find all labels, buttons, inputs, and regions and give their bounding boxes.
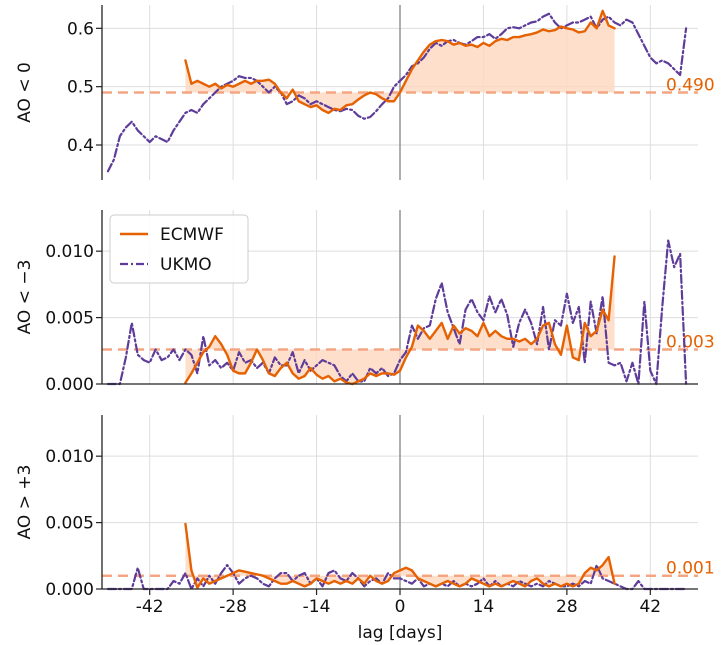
legend: ECMWF UKMO	[109, 214, 249, 284]
x-tick-label: 28	[556, 597, 578, 617]
legend-label-ukmo: UKMO	[160, 255, 212, 275]
y-axis-label: AO > +3	[15, 465, 35, 540]
x-tick-label: -14	[303, 597, 331, 617]
y-tick-label: 0.010	[45, 447, 94, 467]
x-tick-label: 0	[395, 597, 406, 617]
y-tick-label: 0.005	[45, 514, 94, 534]
series-line-ecmwf	[184, 522, 616, 589]
y-tick-label: 0.5	[67, 78, 94, 98]
series-line-ukmo	[106, 563, 688, 591]
x-tick-label: -28	[219, 597, 247, 617]
y-tick-label: 0.000	[45, 580, 94, 600]
reference-value-label: 0.001	[666, 559, 715, 579]
y-tick-label: 0.010	[45, 242, 94, 262]
y-tick-label: 0.4	[67, 136, 94, 156]
y-axis-label: AO < −3	[15, 260, 35, 335]
legend-label-ecmwf: ECMWF	[160, 225, 224, 245]
reference-value-label: 0.490	[666, 76, 715, 96]
legend-box	[109, 214, 249, 284]
panel-ao-below-minus-3: 0.003 0.000 0.005 0.010 AO < −3 ECMWF UKMO	[15, 210, 715, 395]
reference-value-label: 0.003	[666, 332, 715, 352]
series-line-ukmo	[106, 12, 688, 173]
y-axis-label: AO < 0	[15, 62, 35, 123]
series-line-ecmwf	[184, 255, 616, 386]
x-tick-label: 42	[639, 597, 661, 617]
y-tick-label: 0.005	[45, 309, 94, 329]
series-line-ukmo	[106, 239, 688, 386]
panel-ao-below-0: 0.490 0.4 0.5 0.6 AO < 0	[15, 5, 715, 180]
x-tick-label: 14	[473, 597, 495, 617]
y-tick-label: 0.6	[67, 19, 94, 39]
series-line-ecmwf	[184, 9, 616, 115]
y-tick-label: 0.000	[45, 375, 94, 395]
x-axis-label: lag [days]	[358, 623, 443, 643]
ecmwf-deviation-area	[185, 10, 615, 113]
x-tick-label: -42	[136, 597, 164, 617]
panel-ao-above-plus-3: 0.001 0.000 0.005 0.010 AO > +3 -42 -28 -14 0 14 2…	[15, 415, 715, 617]
